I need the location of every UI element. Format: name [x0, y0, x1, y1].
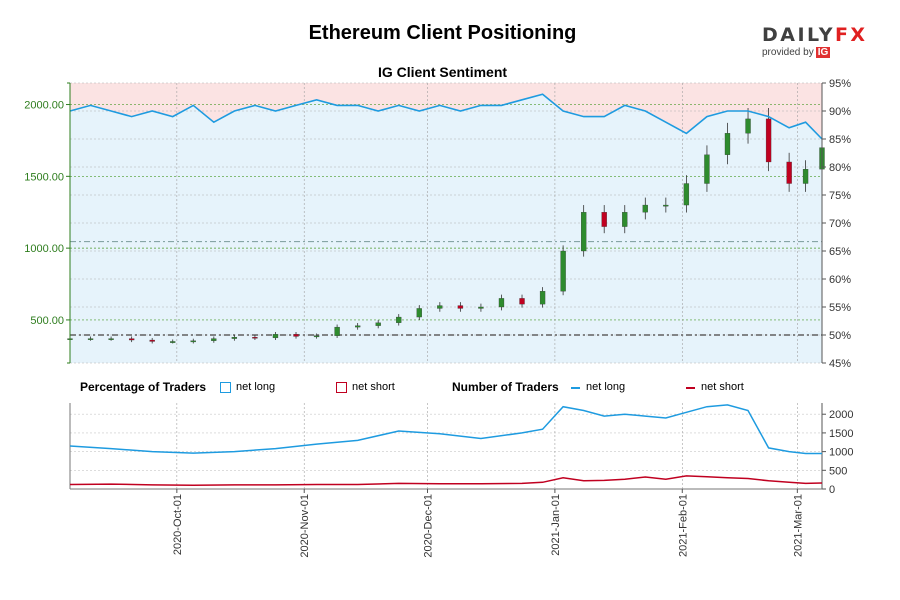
- sentiment-tick-label: 90%: [829, 106, 851, 118]
- price-candle: [211, 338, 217, 341]
- traders-net-long-line: [69, 404, 822, 455]
- price-candle: [683, 183, 690, 206]
- date-tick-label: 2021-Jan-01: [550, 494, 562, 556]
- traders-tick-label: 1500: [829, 428, 853, 440]
- price-candle: [786, 161, 792, 184]
- date-tick-label: 2021-Mar-01: [792, 494, 804, 557]
- traders-tick-label: 1000: [829, 447, 853, 459]
- price-candle: [765, 118, 772, 163]
- price-candle: [416, 308, 422, 318]
- sentiment-tick-label: 70%: [829, 218, 851, 230]
- price-candle: [231, 337, 238, 339]
- price-tick-label: 1500.00: [24, 171, 64, 183]
- traders-net-short-line: [69, 475, 823, 487]
- price-candle: [622, 212, 628, 227]
- traders-tick-label: 0: [829, 484, 835, 496]
- date-tick-label: 2020-Dec-01: [423, 494, 435, 558]
- price-candle: [498, 298, 505, 308]
- price-tick-label: 2000.00: [24, 100, 64, 112]
- dailyfx-logo: DAILYFX provided by IG: [762, 24, 872, 58]
- price-candle: [519, 298, 525, 305]
- price-candle: [87, 338, 94, 340]
- sentiment-tick-label: 55%: [829, 302, 851, 314]
- price-candle: [149, 339, 155, 342]
- price-candle: [293, 334, 299, 337]
- sentiment-tick-label: 45%: [829, 358, 851, 370]
- price-candle: [190, 340, 196, 343]
- logo-wordmark: DAILYFX: [762, 24, 868, 46]
- price-candle: [375, 322, 381, 326]
- legend-num-net-long: net long: [586, 381, 626, 393]
- price-candle: [802, 169, 809, 184]
- net-long-area: [70, 94, 822, 363]
- sentiment-tick-label: 85%: [829, 134, 851, 146]
- date-tick-label: 2021-Feb-01: [677, 494, 689, 557]
- traders-chart: 0 500 1000 1500 2000: [69, 403, 853, 496]
- price-candle: [539, 291, 546, 305]
- logo-provided-by: provided by IG: [762, 47, 831, 58]
- legend-net-short-line-icon: [686, 387, 695, 389]
- price-candle: [396, 316, 402, 323]
- price-candle: [704, 154, 710, 184]
- sentiment-tick-label: 95%: [829, 78, 851, 90]
- traders-tick-label: 2000: [829, 409, 853, 421]
- legend-net-long-box-icon: [220, 382, 231, 393]
- price-candle: [252, 337, 258, 339]
- net-long-sentiment-line: [69, 93, 823, 140]
- price-candle: [457, 305, 464, 309]
- sentiment-tick-label: 65%: [829, 246, 851, 258]
- sentiment-tick-label: 50%: [829, 330, 851, 342]
- price-candle: [334, 326, 340, 336]
- traders-tick-label: 500: [829, 465, 847, 477]
- price-candle: [642, 204, 648, 213]
- legend-pct-net-long: net long: [236, 381, 276, 393]
- legend-net-long-line-icon: [571, 387, 580, 389]
- price-candle: [313, 335, 320, 338]
- sentiment-tick-label: 80%: [829, 162, 851, 174]
- legend-number-title: Number of Traders: [452, 380, 559, 394]
- date-tick-label: 2020-Oct-01: [172, 494, 184, 555]
- main-chart: 500.00 1000.00 1500.00 2000.00 45% 50% 55% 60% 6…: [24, 78, 851, 370]
- date-tick-label: 2020-Nov-01: [299, 494, 311, 558]
- price-tick-label: 1000.00: [24, 243, 64, 255]
- price-candle: [601, 212, 607, 227]
- legend-pct-net-short: net short: [352, 381, 395, 393]
- price-candle: [560, 250, 566, 292]
- price-candle: [437, 305, 443, 309]
- price-tick-label: 500.00: [30, 315, 64, 327]
- price-candle: [128, 338, 135, 341]
- price-candle: [745, 118, 751, 134]
- ig-logo: IG: [815, 47, 831, 58]
- legend-percentage-title: Percentage of Traders: [80, 380, 207, 394]
- price-candle: [581, 212, 587, 252]
- price-candle: [478, 306, 484, 309]
- sentiment-tick-label: 75%: [829, 190, 851, 202]
- page-title: Ethereum Client Positioning: [308, 22, 577, 44]
- chart-subtitle: IG Client Sentiment: [377, 64, 508, 80]
- price-candle: [170, 341, 176, 343]
- price-candle: [663, 204, 669, 207]
- price-candle: [355, 325, 361, 328]
- legend-net-short-box-icon: [336, 382, 347, 393]
- price-candle: [108, 338, 114, 340]
- sentiment-tick-label: 60%: [829, 274, 851, 286]
- price-candle: [724, 133, 731, 155]
- price-candle: [272, 334, 279, 339]
- date-axis: 2020-Oct-01 2020-Nov-01 2020-Dec-01 2021-Ja…: [172, 489, 804, 558]
- legend-num-net-short: net short: [701, 381, 744, 393]
